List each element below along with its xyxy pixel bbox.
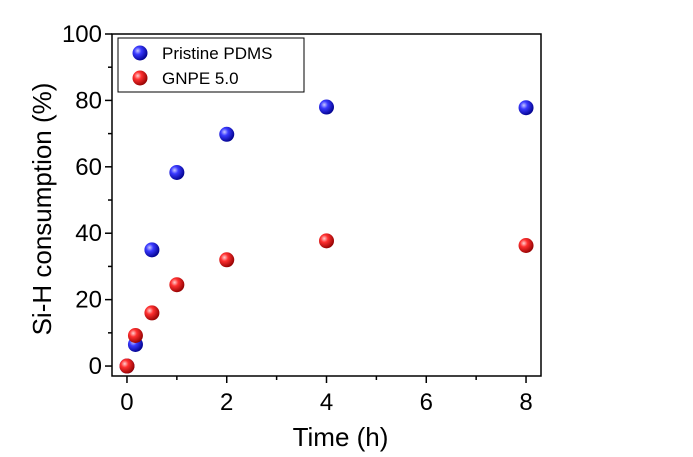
x-axis-title: Time (h) (293, 422, 389, 452)
data-point-gnpe-5-0 (119, 358, 135, 374)
data-point-gnpe-5-0 (518, 238, 534, 254)
marks-layer (119, 99, 534, 374)
x-tick-label: 8 (519, 389, 532, 416)
x-tick-label: 4 (320, 389, 333, 416)
data-point-pristine-pdms (144, 242, 160, 258)
data-point-gnpe-5-0 (319, 233, 334, 249)
x-tick-label: 6 (420, 389, 433, 416)
x-tick-label: 0 (120, 389, 133, 416)
legend: Pristine PDMS GNPE 5.0 (117, 37, 305, 93)
data-point-pristine-pdms (169, 164, 185, 180)
legend-box (117, 37, 305, 93)
y-tick-label: 20 (75, 287, 102, 314)
x-tick-label: 2 (220, 389, 233, 416)
legend-label: GNPE 5.0 (162, 69, 239, 88)
legend-marker (132, 45, 148, 61)
data-point-gnpe-5-0 (219, 252, 235, 268)
y-tick-label: 40 (75, 220, 102, 247)
data-point-pristine-pdms (518, 100, 534, 116)
data-point-gnpe-5-0 (169, 277, 185, 293)
y-axis-title: Si-H consumption (%) (27, 83, 57, 336)
y-tick-label: 60 (75, 154, 102, 181)
legend-label: Pristine PDMS (162, 44, 273, 63)
data-point-pristine-pdms (219, 126, 235, 142)
y-tick-label: 80 (75, 87, 102, 114)
data-point-gnpe-5-0 (127, 327, 143, 343)
data-point-gnpe-5-0 (144, 305, 160, 321)
legend-marker (132, 70, 148, 86)
y-tick-label: 100 (62, 21, 102, 48)
y-tick-label: 0 (89, 353, 102, 380)
data-point-pristine-pdms (319, 99, 334, 115)
